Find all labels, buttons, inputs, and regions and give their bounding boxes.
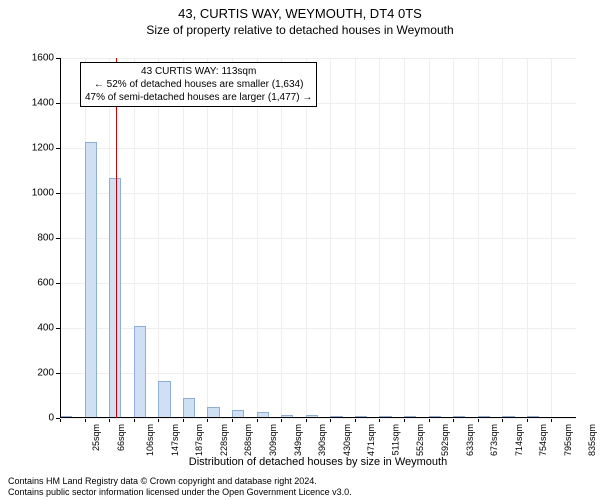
xtick-label: 754sqm	[538, 424, 548, 456]
xtick-label: 390sqm	[317, 424, 327, 456]
xtick-label: 66sqm	[116, 424, 126, 451]
xtick-label: 592sqm	[440, 424, 450, 456]
chart-root: { "chart": { "type": "histogram", "title…	[0, 0, 600, 500]
ytick-label: 0	[14, 413, 54, 424]
xtick-label: 106sqm	[145, 424, 155, 456]
xtick-label: 471sqm	[366, 424, 376, 456]
ytick-label: 1000	[14, 188, 54, 199]
xtick-label: 795sqm	[563, 424, 573, 456]
callout-line-3: 47% of semi-detached houses are larger (…	[85, 91, 312, 104]
page-subtitle: Size of property relative to detached ho…	[0, 21, 600, 37]
bar	[158, 381, 170, 418]
xtick-label: 228sqm	[219, 424, 229, 456]
callout-line-1: 43 CURTIS WAY: 113sqm	[85, 65, 312, 78]
callout-box: 43 CURTIS WAY: 113sqm ← 52% of detached …	[80, 62, 317, 107]
bar	[85, 142, 97, 418]
x-axis-line	[60, 417, 576, 418]
ytick-label: 400	[14, 323, 54, 334]
xtick-label: 714sqm	[514, 424, 524, 456]
bar	[134, 326, 146, 418]
xtick-label: 552sqm	[415, 424, 425, 456]
xtick-label: 349sqm	[293, 424, 303, 456]
xtick-label: 430sqm	[342, 424, 352, 456]
xtick-label: 633sqm	[465, 424, 475, 456]
page-title: 43, CURTIS WAY, WEYMOUTH, DT4 0TS	[0, 0, 600, 21]
xtick-label: 187sqm	[194, 424, 204, 456]
callout-line-2: ← 52% of detached houses are smaller (1,…	[85, 78, 312, 91]
xtick-label: 673sqm	[489, 424, 499, 456]
xtick-label: 147sqm	[170, 424, 180, 456]
ytick-label: 600	[14, 278, 54, 289]
marker-line	[116, 58, 117, 418]
ytick-label: 1600	[14, 53, 54, 64]
x-axis-label: Distribution of detached houses by size …	[60, 456, 576, 468]
ytick-label: 1200	[14, 143, 54, 154]
footer-line-2: Contains public sector information licen…	[8, 487, 352, 498]
ytick-label: 800	[14, 233, 54, 244]
plot-area: 43 CURTIS WAY: 113sqm ← 52% of detached …	[60, 58, 576, 418]
xtick-label: 268sqm	[243, 424, 253, 456]
xtick-label: 25sqm	[91, 424, 101, 451]
xtick-label: 835sqm	[587, 424, 597, 456]
footer-line-1: Contains HM Land Registry data © Crown c…	[8, 476, 352, 487]
ytick-label: 1400	[14, 98, 54, 109]
ytick-label: 200	[14, 368, 54, 379]
xtick-label: 511sqm	[390, 424, 400, 455]
y-axis-line	[60, 58, 61, 418]
xtick-label: 309sqm	[268, 424, 278, 456]
bar	[183, 398, 195, 418]
attribution: Contains HM Land Registry data © Crown c…	[8, 476, 352, 498]
